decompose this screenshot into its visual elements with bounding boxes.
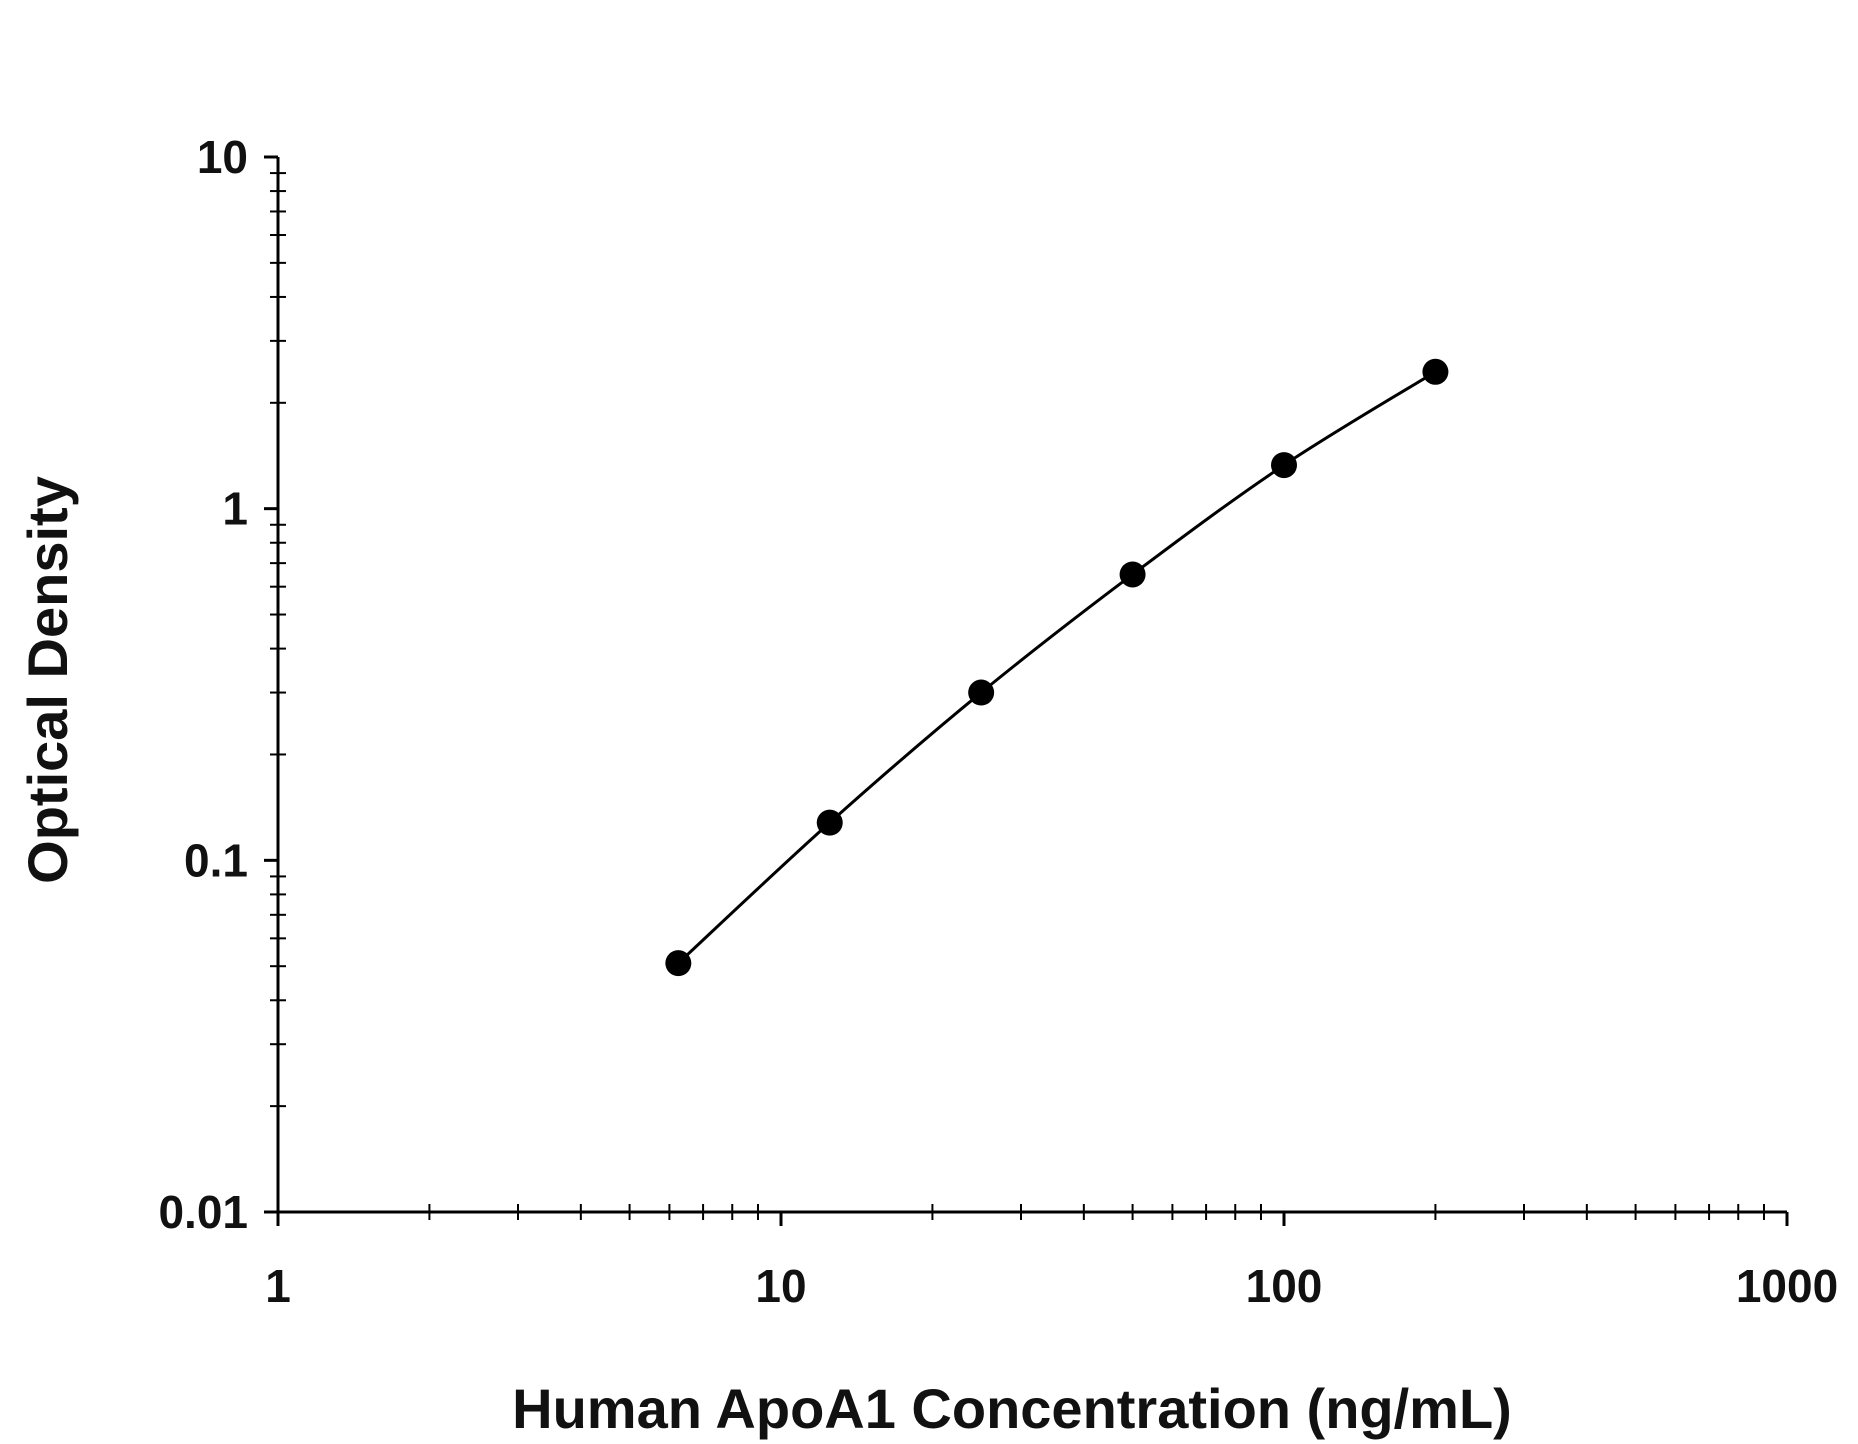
x-tick-label: 100 (1246, 1260, 1323, 1312)
fit-curve (677, 370, 1437, 965)
x-axis-title: Human ApoA1 Concentration (ng/mL) (512, 1377, 1512, 1440)
data-point (816, 809, 843, 836)
data-point (665, 950, 692, 977)
x-tick-label: 1 (265, 1260, 291, 1312)
data-point (1422, 358, 1449, 385)
data-point (1271, 452, 1297, 479)
y-tick-label: 0.1 (184, 834, 248, 886)
axes (264, 155, 1789, 1226)
y-tick-label: 1 (222, 483, 248, 535)
y-tick-label: 10 (197, 131, 248, 183)
tick-labels: 0.01 0.1 1 10 1 10 100 1000 (158, 131, 1838, 1312)
y-axis-title: Optical Density (16, 476, 79, 884)
data-point (968, 679, 995, 706)
y-tick-label: 0.01 (158, 1186, 248, 1238)
x-tick-label: 1000 (1736, 1260, 1838, 1312)
data-points (665, 358, 1449, 977)
x-tick-label: 10 (755, 1260, 806, 1312)
data-point (1119, 561, 1146, 588)
fit-curve-layer (677, 370, 1437, 965)
